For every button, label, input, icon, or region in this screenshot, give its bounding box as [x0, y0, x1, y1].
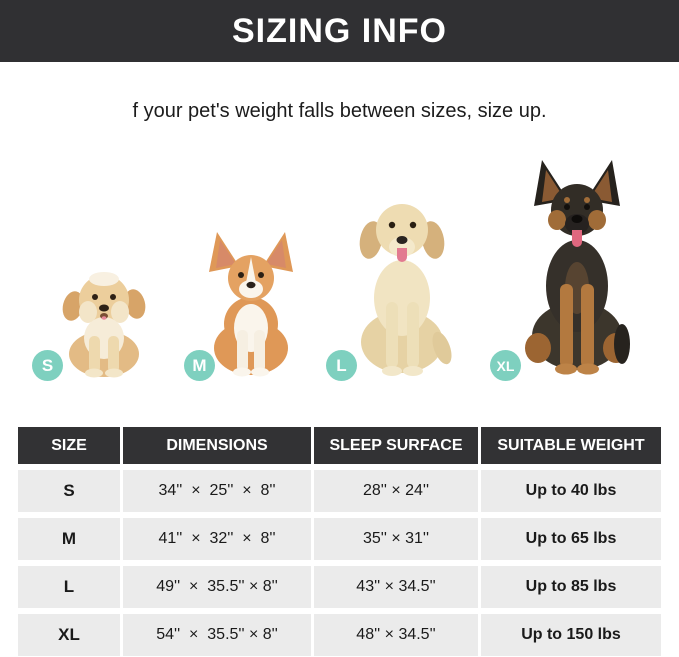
dog-photo-xlarge: [524, 158, 630, 378]
column-header-dimensions: DIMENSIONS: [123, 427, 311, 464]
sizing-table: SIZE DIMENSIONS SLEEP SURFACE SUITABLE W…: [18, 427, 661, 656]
table-cell-xl-dimensions: 54'' × 35.5'' × 8'': [123, 614, 311, 656]
table-cell-l-surface: 43'' × 34.5'': [314, 566, 478, 608]
table-cell-l-size: L: [18, 566, 120, 608]
table-cell-l-weight: Up to 85 lbs: [481, 566, 661, 608]
subtitle-text: f your pet's weight falls between sizes,…: [132, 100, 547, 122]
table-cell-s-size: S: [18, 470, 120, 512]
column-header-sleep-surface: SLEEP SURFACE: [314, 427, 478, 464]
table-cell-m-weight: Up to 65 lbs: [481, 518, 661, 560]
table-cell-s-dimensions: 34'' × 25'' × 8'': [123, 470, 311, 512]
golden-retriever-icon: [359, 204, 452, 376]
german-shepherd-icon: [525, 160, 630, 375]
size-badge-l: L: [326, 350, 357, 381]
size-badge-xl: XL: [490, 350, 521, 381]
table-cell-m-dimensions: 41'' × 32'' × 8'': [123, 518, 311, 560]
column-header-suitable-weight: SUITABLE WEIGHT: [481, 427, 661, 464]
banner: SIZING INFO: [0, 0, 679, 62]
corgi-icon: [209, 232, 293, 377]
dog-photo-medium: [204, 230, 298, 378]
table-cell-xl-size: XL: [18, 614, 120, 656]
table-cell-s-weight: Up to 40 lbs: [481, 470, 661, 512]
table-cell-m-surface: 35'' × 31'': [314, 518, 478, 560]
size-badge-m: M: [184, 350, 215, 381]
dog-photo-small: [58, 266, 150, 378]
column-header-size: SIZE: [18, 427, 120, 464]
table-cell-m-size: M: [18, 518, 120, 560]
table-cell-xl-weight: Up to 150 lbs: [481, 614, 661, 656]
table-cell-s-surface: 28'' × 24'': [314, 470, 478, 512]
table-cell-l-dimensions: 49'' × 35.5'' × 8'': [123, 566, 311, 608]
size-badge-s: S: [32, 350, 63, 381]
small-fluffy-puppy-icon: [62, 272, 146, 378]
table-cell-xl-surface: 48'' × 34.5'': [314, 614, 478, 656]
dog-photo-large: [352, 190, 452, 378]
page-title: SIZING INFO: [232, 11, 447, 50]
